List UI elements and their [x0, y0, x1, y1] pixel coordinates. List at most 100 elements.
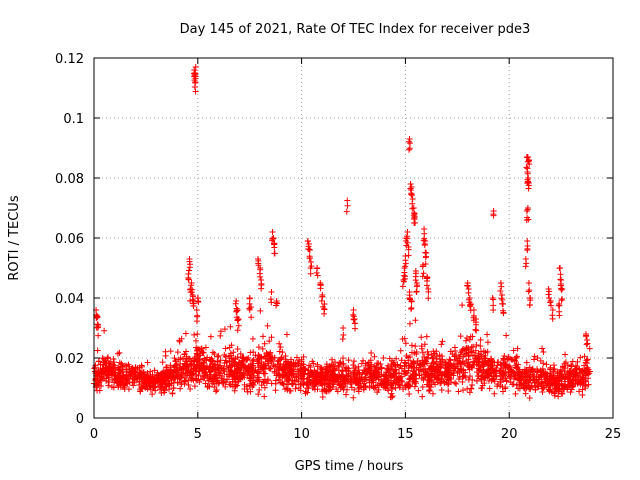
- data-point: [541, 371, 548, 378]
- data-point: [565, 370, 572, 377]
- data-point: [188, 282, 195, 289]
- data-point: [255, 260, 262, 267]
- data-point: [543, 361, 550, 368]
- data-point: [204, 384, 211, 391]
- data-point: [326, 377, 333, 384]
- data-point: [545, 291, 552, 298]
- data-point: [467, 303, 474, 310]
- data-point: [241, 371, 248, 378]
- data-point: [392, 384, 399, 391]
- data-point: [337, 359, 344, 366]
- data-point: [465, 364, 472, 371]
- data-point: [499, 307, 506, 314]
- data-point: [101, 375, 108, 382]
- data-point: [555, 302, 562, 309]
- data-point: [271, 250, 278, 257]
- data-point: [174, 379, 181, 386]
- data-point: [181, 360, 188, 367]
- data-point: [111, 362, 118, 369]
- data-point: [401, 359, 408, 366]
- data-point: [158, 390, 165, 397]
- data-point: [479, 373, 486, 380]
- data-point: [205, 366, 212, 373]
- data-point: [486, 385, 493, 392]
- data-point: [465, 349, 472, 356]
- data-point: [525, 280, 532, 286]
- data-point: [362, 374, 369, 381]
- data-point: [411, 383, 418, 390]
- data-point: [269, 229, 276, 235]
- data-point: [232, 376, 239, 383]
- data-point: [407, 140, 414, 147]
- data-point: [210, 372, 217, 379]
- data-point: [350, 377, 357, 384]
- data-point: [462, 337, 469, 344]
- data-point: [351, 358, 358, 365]
- data-point: [209, 349, 216, 356]
- data-point: [258, 382, 265, 389]
- data-point: [150, 380, 157, 387]
- data-point: [193, 350, 200, 357]
- data-point: [518, 370, 525, 377]
- data-point: [305, 385, 312, 392]
- data-point: [560, 386, 567, 393]
- data-point: [222, 345, 229, 352]
- data-point: [200, 359, 207, 366]
- data-point: [408, 298, 415, 305]
- data-point: [543, 382, 550, 389]
- data-point: [125, 361, 132, 368]
- data-point: [536, 381, 543, 388]
- data-point: [412, 273, 419, 280]
- data-point: [420, 270, 427, 277]
- data-point: [554, 383, 561, 390]
- data-point: [265, 350, 272, 357]
- data-point: [264, 376, 271, 383]
- data-point: [261, 384, 268, 391]
- data-point: [163, 364, 170, 371]
- data-point: [142, 384, 149, 391]
- data-point: [275, 357, 282, 364]
- data-point: [344, 202, 351, 209]
- data-point: [150, 384, 157, 391]
- data-point: [98, 382, 105, 389]
- data-point: [246, 306, 253, 313]
- data-point: [580, 375, 587, 382]
- data-point: [410, 371, 417, 378]
- data-point: [105, 354, 112, 361]
- data-point: [524, 238, 531, 244]
- data-point: [355, 367, 362, 374]
- data-point: [304, 389, 311, 396]
- x-tick-label: 5: [194, 427, 202, 442]
- data-point: [286, 367, 293, 374]
- data-point: [398, 365, 405, 372]
- y-tick-label: 0.12: [55, 52, 84, 67]
- data-point: [233, 298, 240, 304]
- data-point: [176, 337, 183, 344]
- data-point: [558, 381, 565, 388]
- data-point: [442, 362, 449, 369]
- data-point: [345, 377, 352, 384]
- data-point: [274, 300, 281, 307]
- data-point: [480, 348, 487, 355]
- data-point: [403, 353, 410, 360]
- data-point: [445, 369, 452, 376]
- data-point: [405, 252, 412, 259]
- data-point: [438, 341, 445, 348]
- data-point: [478, 377, 485, 384]
- data-point: [120, 372, 127, 379]
- data-point: [374, 360, 381, 367]
- data-point: [466, 389, 473, 396]
- data-point: [339, 379, 346, 386]
- data-point: [94, 347, 101, 354]
- data-point: [306, 247, 313, 253]
- data-point: [429, 390, 436, 397]
- data-point: [478, 385, 485, 392]
- data-point: [100, 371, 107, 378]
- data-point: [444, 381, 451, 388]
- data-point: [410, 374, 417, 381]
- data-point: [340, 386, 347, 393]
- data-point: [414, 358, 421, 365]
- data-point: [268, 334, 275, 341]
- data-point: [232, 300, 239, 307]
- data-point: [459, 302, 466, 309]
